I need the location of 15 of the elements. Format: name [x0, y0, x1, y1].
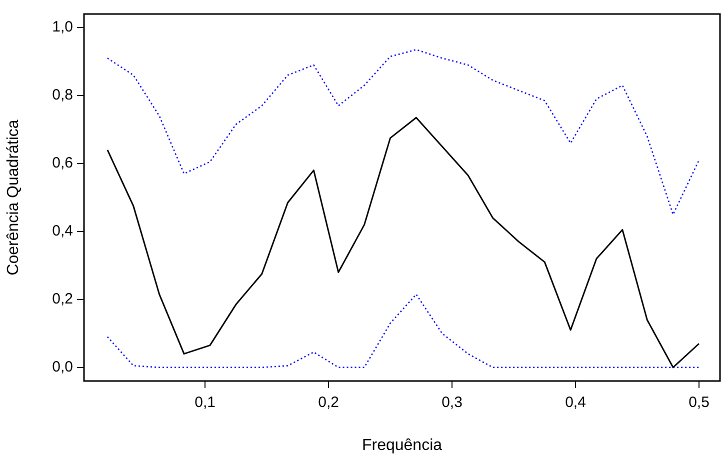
line-series: [106, 294, 700, 368]
x-tick-label: 0,2: [318, 394, 339, 412]
line-series: [106, 49, 700, 216]
x-axis-title: Frequência: [362, 436, 442, 454]
x-tick-label: 0,5: [688, 394, 710, 412]
x-tick-label: 0,3: [442, 394, 462, 412]
y-tick-label: 1,0: [52, 18, 73, 36]
y-tick-label: 0,0: [52, 358, 73, 376]
x-tick-label: 0,1: [194, 394, 216, 412]
y-tick-label: 0,2: [52, 290, 73, 308]
y-tick-label: 0,4: [52, 222, 73, 240]
x-tick-label: 0,4: [565, 394, 586, 412]
y-tick-label: 0,8: [52, 86, 73, 104]
y-axis-title: Coerência Quadrática: [5, 120, 22, 276]
y-tick-label: 0,6: [52, 154, 73, 172]
